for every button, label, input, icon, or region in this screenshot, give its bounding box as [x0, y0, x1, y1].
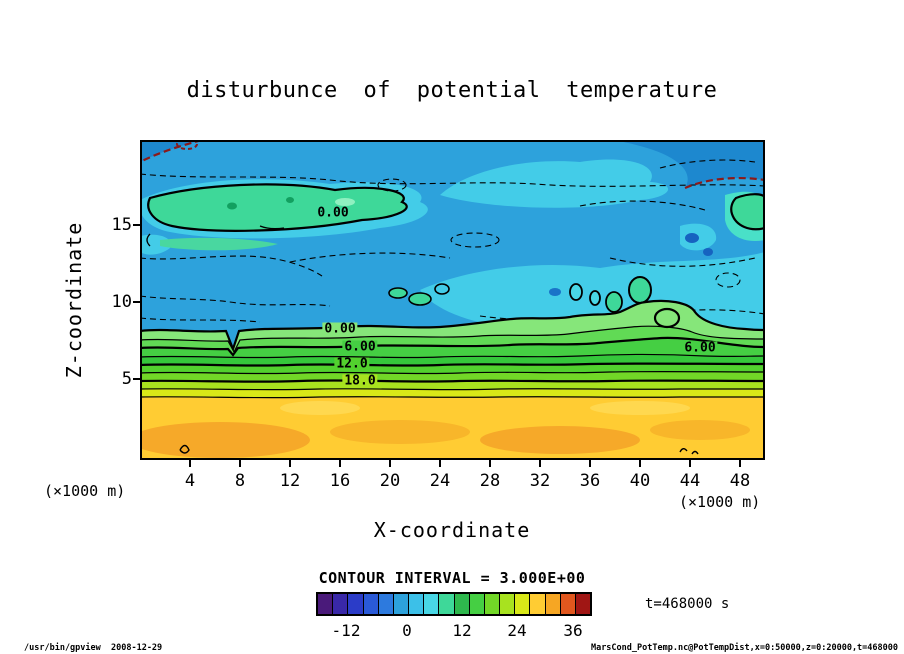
x-tick-label: 12	[279, 471, 301, 491]
x-tick-mark	[489, 460, 491, 467]
x-tick-mark	[389, 460, 391, 467]
chart-title: disturbunce of potential temperature	[186, 78, 718, 103]
colorbar-swatch	[409, 594, 425, 614]
y-tick-label: 5	[121, 369, 132, 389]
yellow-region-mottling	[140, 401, 750, 458]
y-tick-mark	[133, 378, 140, 380]
plot-frame	[140, 140, 765, 460]
colorbar-swatch	[333, 594, 349, 614]
small-closed-contours	[146, 225, 652, 313]
x-tick-mark	[239, 460, 241, 467]
x-tick-label: 44	[679, 471, 701, 491]
colorbar-tick-label: 12	[452, 621, 472, 640]
contour-label-0-upper: 0.00	[317, 205, 349, 221]
colorbar-swatch	[515, 594, 531, 614]
contour-label-12-band: 12.0	[334, 356, 370, 372]
plot-area: 0.00 0.00 6.00 12.0 18.0 6.00	[140, 140, 765, 460]
x-tick-label: 40	[629, 471, 651, 491]
footer-command: /usr/bin/gpview 2008-12-29	[24, 643, 163, 653]
x-tick-mark	[739, 460, 741, 467]
y-tick-mark	[133, 301, 140, 303]
colorbar-swatch	[545, 594, 561, 614]
colorbar-swatch	[424, 594, 440, 614]
colorbar-tick-label: 0	[402, 621, 412, 640]
x-tick-mark	[189, 460, 191, 467]
x-tick-label: 48	[729, 471, 751, 491]
contour-label-6-right: 6.00	[682, 340, 718, 356]
colorbar-swatch	[500, 594, 516, 614]
contour-label-18-band: 18.0	[342, 373, 378, 389]
contour-label-6-band: 6.00	[342, 339, 378, 355]
x-tick-mark	[639, 460, 641, 467]
y-axis-label: Z-coordinate	[62, 221, 86, 379]
x-axis-unit-left: (×1000 m)	[44, 482, 126, 500]
time-label: t=468000 s	[645, 596, 730, 612]
x-axis-label: X-coordinate	[373, 518, 531, 542]
colorbar	[316, 592, 592, 616]
colorbar-swatch	[575, 594, 591, 614]
x-tick-mark	[439, 460, 441, 467]
x-tick-mark	[689, 460, 691, 467]
colorbar-swatch	[363, 594, 379, 614]
colorbar-swatch	[348, 594, 364, 614]
colorbar-swatch	[560, 594, 576, 614]
x-tick-label: 24	[429, 471, 451, 491]
x-tick-label: 32	[529, 471, 551, 491]
colorbar-swatch	[393, 594, 410, 614]
colorbar-tick-label: 36	[563, 621, 583, 640]
colorbar-tick-label: 24	[507, 621, 527, 640]
colorbar-swatch	[439, 594, 455, 614]
x-tick-label: 36	[579, 471, 601, 491]
contour-plot	[140, 140, 765, 460]
y-tick-mark	[133, 224, 140, 226]
colorbar-swatch	[318, 594, 334, 614]
x-axis-unit-right: (×1000 m)	[679, 493, 761, 511]
y-tick-label: 15	[111, 215, 132, 235]
x-tick-label: 4	[184, 471, 196, 491]
dashed-negative-contours	[140, 159, 765, 323]
x-tick-label: 16	[329, 471, 351, 491]
colorbar-swatch	[454, 594, 470, 614]
colorbar-swatch	[469, 594, 485, 614]
x-tick-mark	[539, 460, 541, 467]
contour-interval-label: CONTOUR INTERVAL = 3.000E+00	[318, 569, 586, 587]
closed-contour-bulge	[653, 307, 681, 329]
colorbar-swatch	[378, 594, 394, 614]
footer-dataset: MarsCond_PotTemp.nc@PotTempDist,x=0:5000…	[590, 643, 898, 653]
x-tick-mark	[339, 460, 341, 467]
colorbar-swatch	[530, 594, 546, 614]
x-tick-label: 20	[379, 471, 401, 491]
x-tick-label: 28	[479, 471, 501, 491]
x-tick-mark	[589, 460, 591, 467]
x-tick-mark	[289, 460, 291, 467]
colorbar-tick-label: -12	[331, 621, 361, 640]
x-tick-label: 8	[234, 471, 246, 491]
contour-label-0-band: 0.00	[322, 321, 358, 337]
y-tick-label: 10	[111, 292, 132, 312]
colorbar-swatch	[484, 594, 501, 614]
